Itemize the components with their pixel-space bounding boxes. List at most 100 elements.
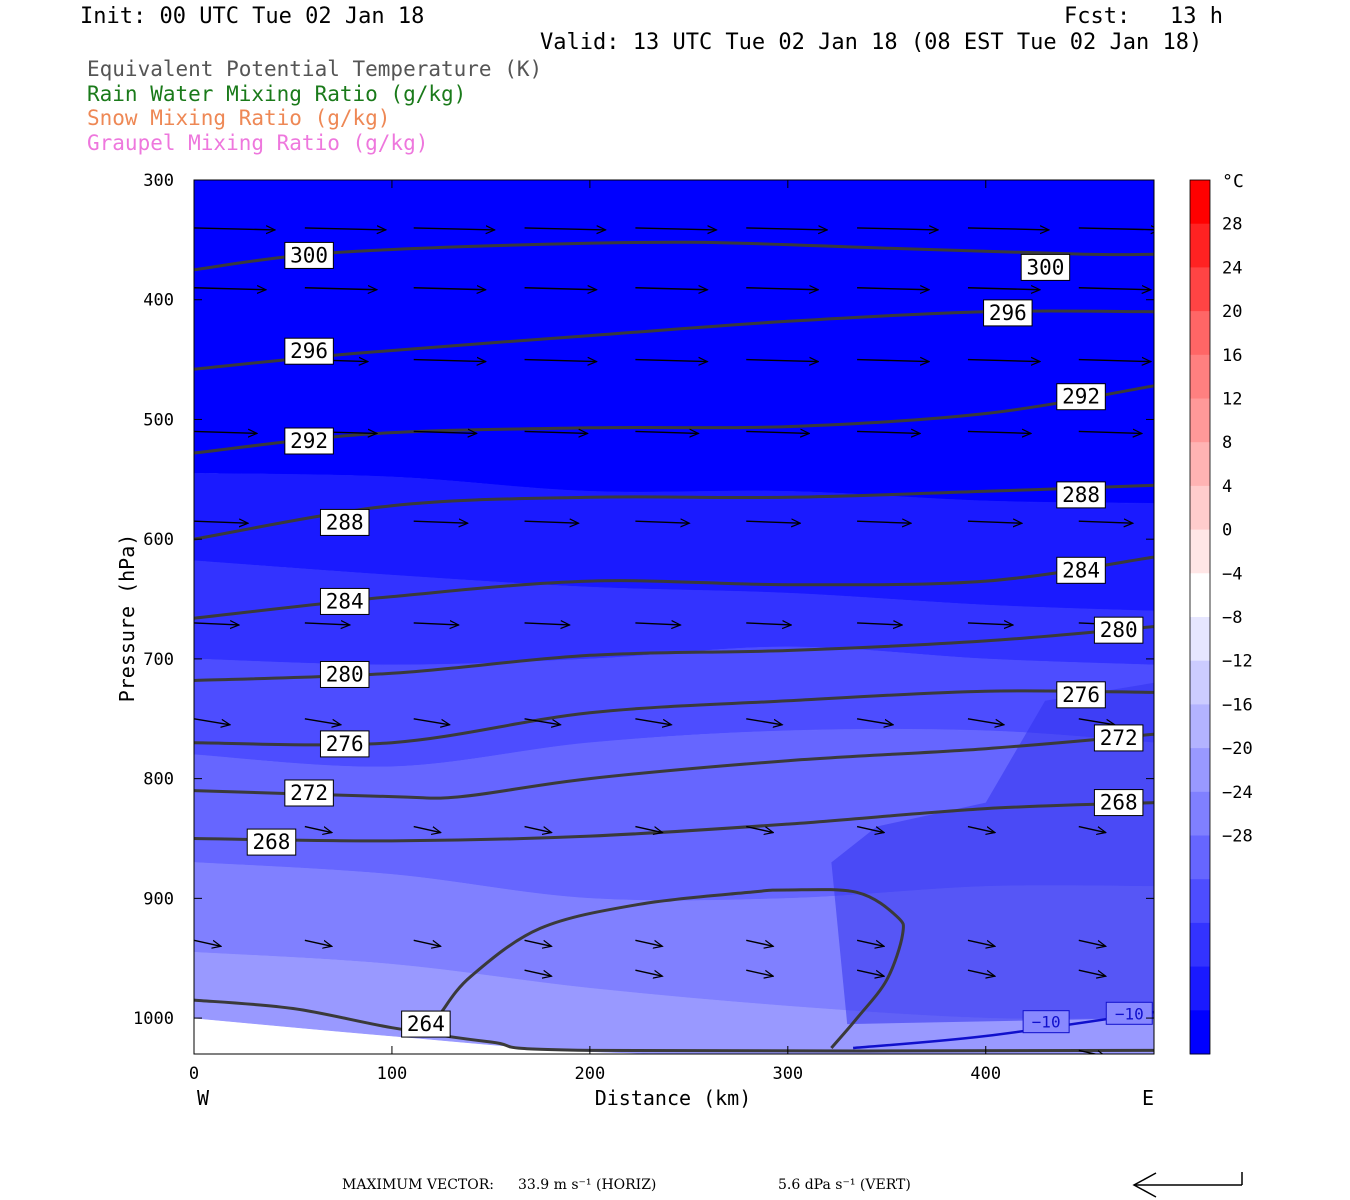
y-tick-label-800: 800 <box>143 770 174 790</box>
colorbar-segment <box>1190 442 1210 487</box>
contour-label-284-0: 284 <box>319 587 370 615</box>
colorbar-segment <box>1190 485 1210 531</box>
wind-vector <box>524 969 552 976</box>
colorbar-unit: °C <box>1222 171 1244 192</box>
contour-label-300-0: 300 <box>284 241 334 269</box>
wind-vector <box>967 939 995 946</box>
contour-label-284-1-text: 284 <box>1062 558 1100 582</box>
y-axis-label: Pressure (hPa) <box>115 534 139 703</box>
wind-vector <box>967 623 1013 625</box>
minus10-label-text-0: −10 <box>1032 1013 1061 1032</box>
colorbar-segment <box>1190 398 1210 443</box>
wind-vector <box>967 431 1031 433</box>
wind-vector <box>194 521 248 523</box>
contour-label-288-0-text: 288 <box>326 510 364 534</box>
wind-vector <box>524 360 597 362</box>
contour-label-284-0-text: 284 <box>326 589 364 613</box>
max-vector-horizontal: 33.9 m s⁻¹ (HORIZ) <box>518 1177 657 1193</box>
minus10-label-0: −10 <box>1022 1010 1070 1034</box>
wind-vector <box>746 939 773 946</box>
colorbar-level-label: −24 <box>1222 783 1253 803</box>
wind-vector <box>635 969 662 976</box>
contour-label-292-1-box <box>1056 383 1106 411</box>
wind-vector <box>746 623 791 625</box>
wind-vector <box>967 228 1049 230</box>
y-tick-label-400: 400 <box>143 291 174 311</box>
colorbar-level-label: −8 <box>1222 608 1242 628</box>
x-axis-west-label: W <box>197 1086 210 1110</box>
contour-label-288-1-text: 288 <box>1062 483 1100 507</box>
colorbar-segment <box>1190 617 1210 662</box>
contour-label-288-1: 288 <box>1056 481 1106 509</box>
max-vector-prefix: MAXIMUM VECTOR: <box>342 1177 494 1193</box>
x-tick-label-400: 400 <box>970 1064 1001 1084</box>
contour-label-288-0-box <box>319 508 370 536</box>
contour-label-272-0-text: 272 <box>290 781 328 805</box>
wind-vector <box>967 521 1022 523</box>
colorbar-level-label: 12 <box>1222 390 1242 410</box>
wind-vector <box>746 288 818 290</box>
contour-label-268-1-text: 268 <box>1100 791 1138 815</box>
contour-label-272-1-text: 272 <box>1100 726 1138 750</box>
wind-vector <box>524 431 588 433</box>
wind-vector <box>413 360 486 362</box>
contour-label-272-1-box <box>1093 724 1144 752</box>
contour-label-264-0-box <box>401 1010 451 1038</box>
wind-vector <box>1078 1049 1106 1054</box>
colorbar-segment <box>1190 922 1210 968</box>
title-rain-water-mixing-ratio: Rain Water Mixing Ratio (g/kg) <box>87 82 467 106</box>
contour-label-280-0-box <box>319 660 370 688</box>
wind-vector <box>635 288 707 290</box>
wind-vectors <box>194 228 1154 1054</box>
x-tick-label-300: 300 <box>772 1064 803 1084</box>
wind-vector <box>746 825 773 833</box>
wind-vector <box>857 228 938 230</box>
wind-vector <box>857 623 902 625</box>
colorbar-level-label: 4 <box>1222 477 1232 497</box>
colorbar-segment <box>1190 223 1210 268</box>
contour-label-288-0: 288 <box>319 508 370 536</box>
wind-vector <box>413 825 441 833</box>
x-axis-label: Distance (km) <box>595 1086 752 1110</box>
contour-label-284-1-box <box>1056 556 1106 584</box>
wind-vector <box>194 288 266 290</box>
wind-vector <box>967 969 995 976</box>
colorbar-level-label: 20 <box>1222 302 1242 322</box>
wind-vector <box>524 939 552 946</box>
contour-label-268-1-box <box>1093 789 1144 817</box>
colorbar-segment <box>1190 1010 1210 1055</box>
contour-label-276-0-text: 276 <box>326 732 364 756</box>
wind-vector <box>1078 939 1106 946</box>
wind-vector <box>524 288 597 290</box>
colorbar-segment <box>1190 835 1210 880</box>
wind-vector <box>1078 825 1106 833</box>
colorbar-level-label: −28 <box>1222 827 1253 847</box>
contour-label-296-0: 296 <box>284 337 334 365</box>
contour-label-268-1: 268 <box>1093 789 1144 817</box>
colorbar-segment <box>1190 660 1210 705</box>
wind-vector <box>1078 360 1151 362</box>
wind-vector <box>524 623 570 625</box>
minus10-label-box-0 <box>1022 1010 1070 1034</box>
contour-labels: 300 3002962962922922882882842842802802762… <box>246 241 1153 1038</box>
init-time: Init: 00 UTC Tue 02 Jan 18 <box>80 4 425 29</box>
colorbar-segment <box>1190 311 1210 356</box>
x-tick-label-0: 0 <box>189 1064 199 1084</box>
wind-vector <box>635 521 689 523</box>
max-vector-vertical: 5.6 dPa s⁻¹ (VERT) <box>778 1177 911 1193</box>
contour-label-300-1-text: 300 <box>1026 255 1064 279</box>
wind-vector <box>857 288 929 290</box>
contour-label-272-0: 272 <box>284 779 334 807</box>
wind-vector <box>413 288 486 290</box>
contour-label-292-1: 292 <box>1056 383 1106 411</box>
colorbar-segment <box>1190 704 1210 749</box>
contour-label-268-0: 268 <box>246 828 297 856</box>
wind-vector <box>1078 521 1133 523</box>
x-tick-label-100: 100 <box>377 1064 408 1084</box>
valid-time: Valid: 13 UTC Tue 02 Jan 18 (08 EST Tue … <box>540 30 1203 55</box>
contour-label-276-1: 276 <box>1056 681 1106 709</box>
wind-vector <box>967 718 1004 725</box>
wind-vector <box>1078 969 1106 976</box>
colorbar-level-label: 24 <box>1222 258 1242 278</box>
colorbar-segment <box>1190 879 1210 924</box>
